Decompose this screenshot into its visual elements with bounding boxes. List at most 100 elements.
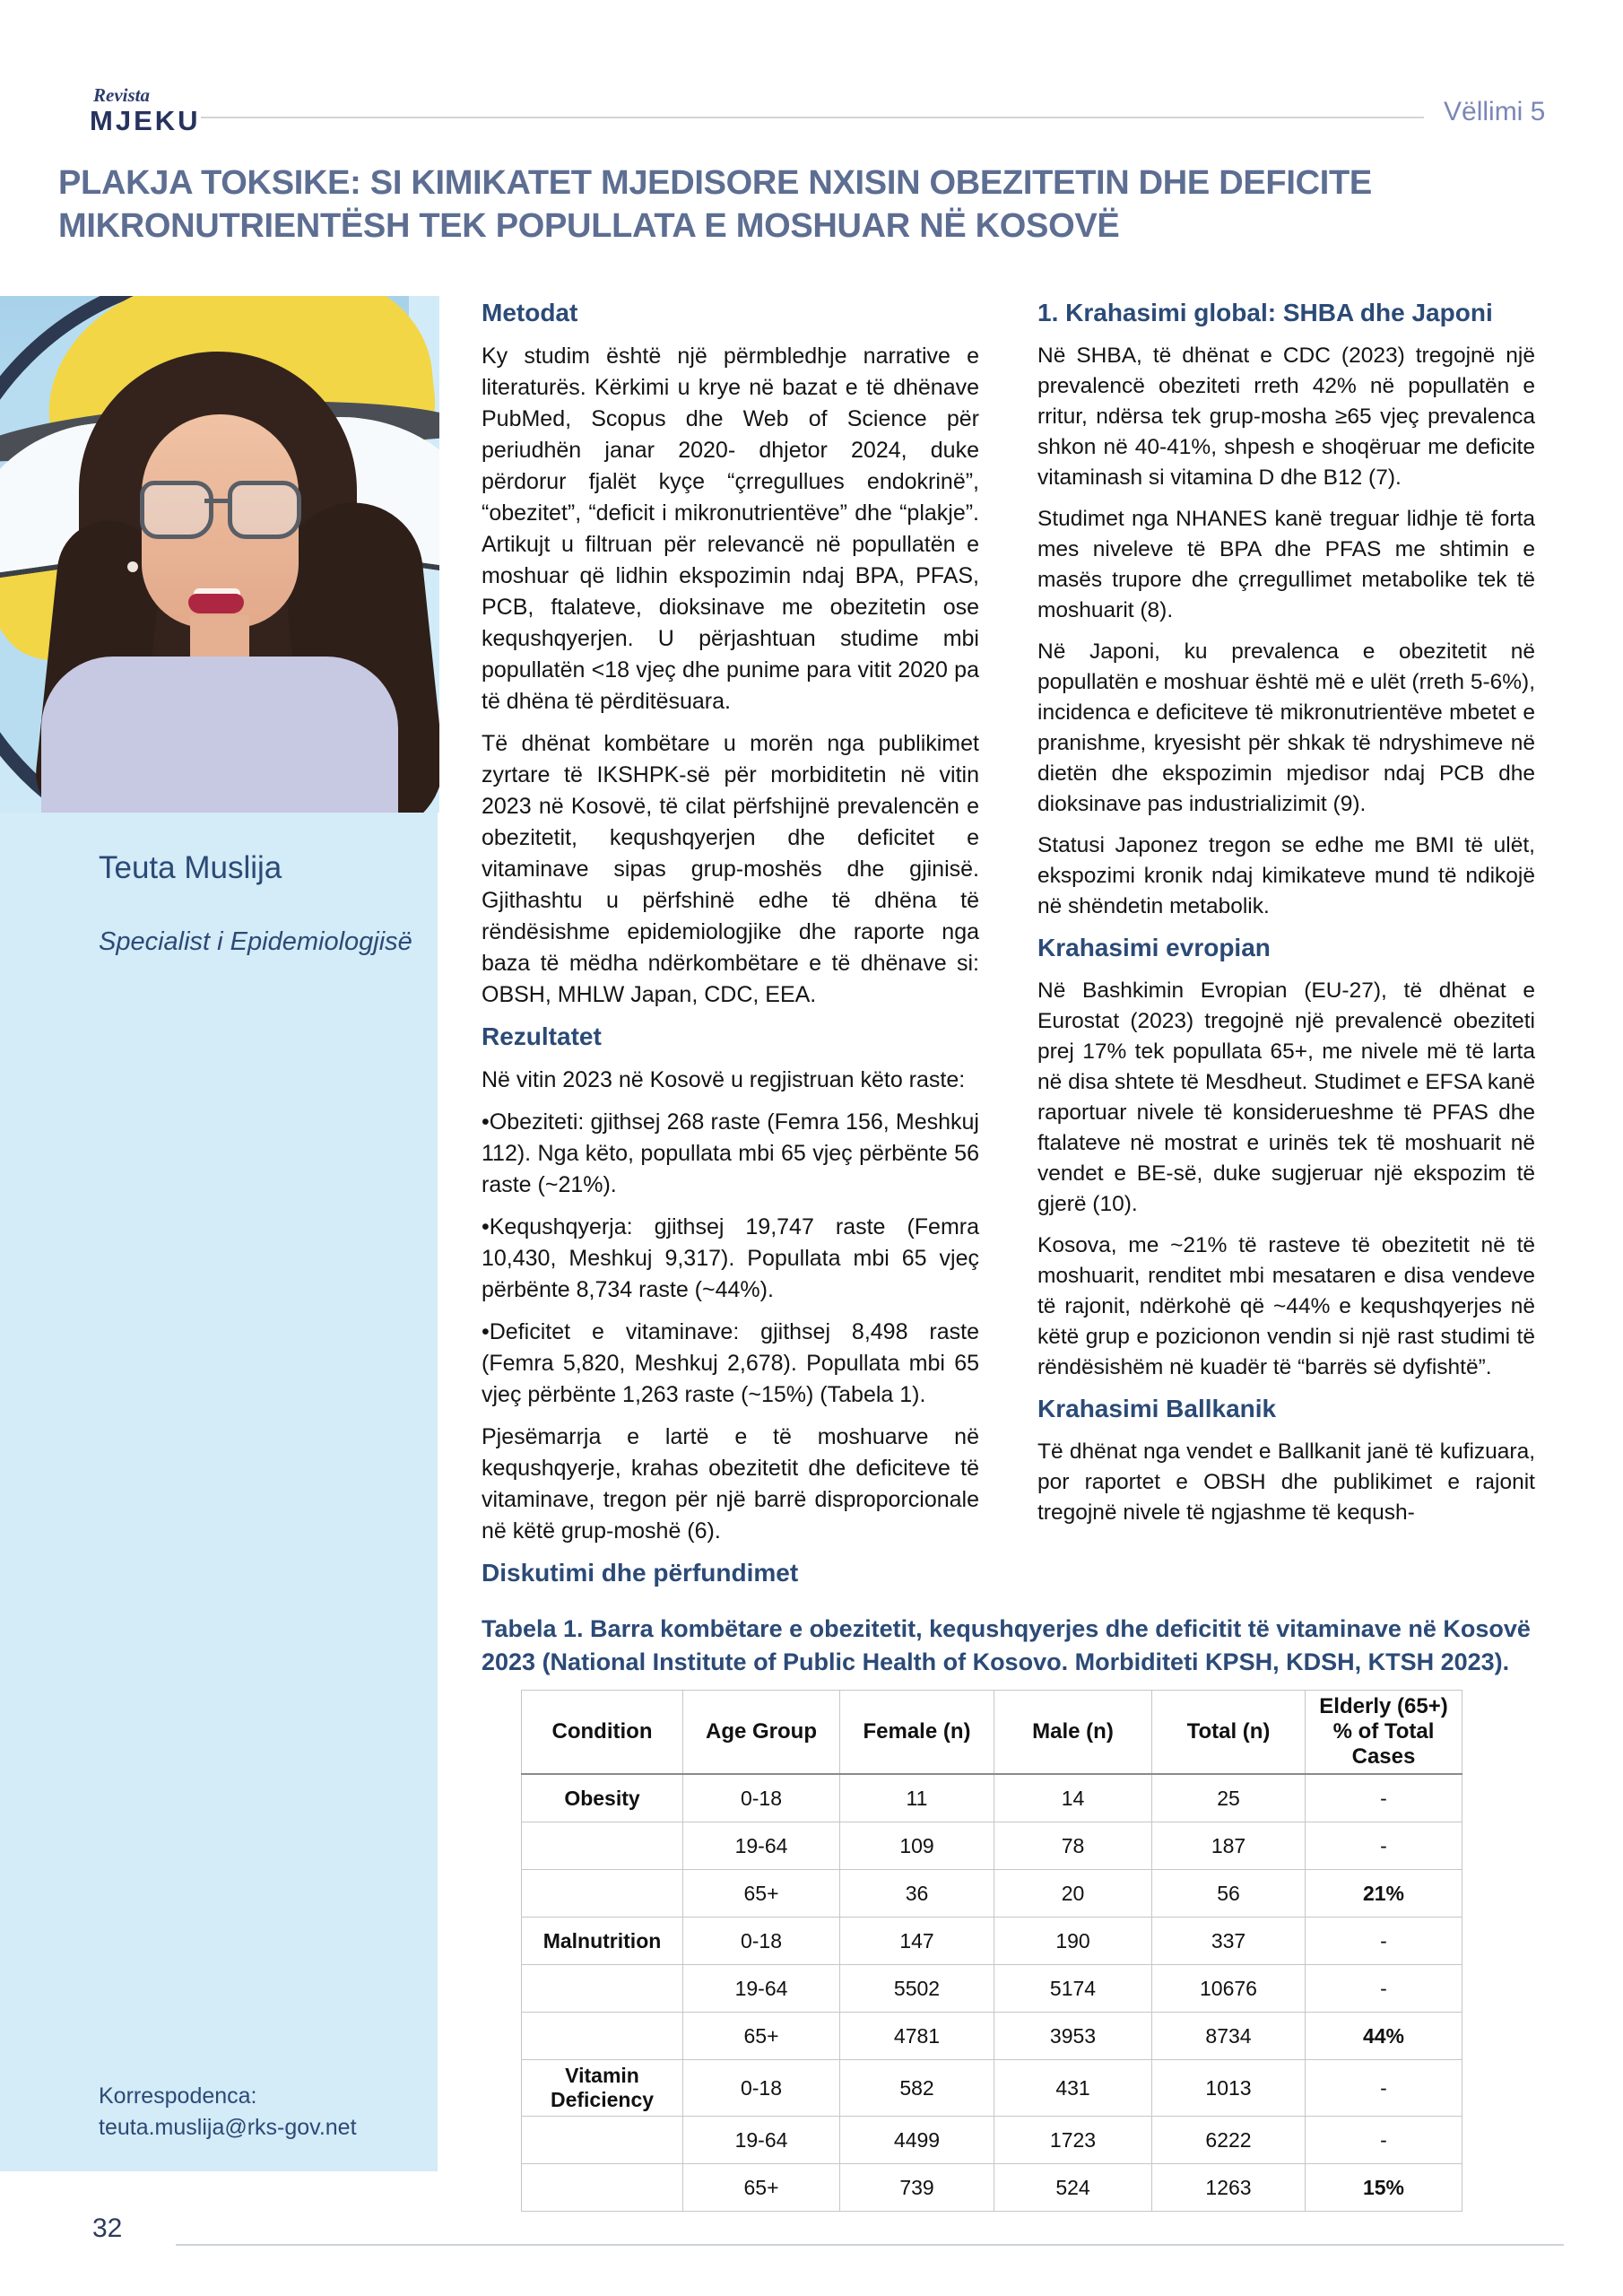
column-discussion: 1. Krahasimi global: SHBA dhe Japoni Në … bbox=[1037, 298, 1535, 1539]
portrait-blouse bbox=[41, 657, 398, 813]
portrait-earring bbox=[127, 561, 138, 572]
table-header-row: Condition Age Group Female (n) Male (n) Tota… bbox=[521, 1690, 1462, 1775]
table-header-cell: Male (n) bbox=[994, 1690, 1152, 1775]
table-row: 19-64 109 78 187- bbox=[521, 1822, 1462, 1870]
table-row: Malnutrition 0-18 147 190 337- bbox=[521, 1917, 1462, 1965]
section-heading-metodat: Metodat bbox=[482, 299, 578, 326]
table-cell: 10676 bbox=[1151, 1964, 1306, 2013]
table-cell: 187 bbox=[1151, 1822, 1306, 1870]
paragraph: Studimet nga NHANES kanë treguar lidhje … bbox=[1037, 507, 1535, 622]
paragraph: Në vitin 2023 në Kosovë u regjistruan kë… bbox=[482, 1067, 966, 1092]
table-cell: 78 bbox=[994, 1822, 1152, 1870]
author-role: Specialist i Epidemiologjisë bbox=[99, 927, 412, 956]
table-row: 19-64 5502 5174 10676- bbox=[521, 1964, 1462, 2013]
header-divider bbox=[201, 117, 1424, 118]
author-photo bbox=[0, 296, 439, 813]
table-cell: 44% bbox=[1305, 2012, 1462, 2060]
table-cell: 19-64 bbox=[682, 1964, 840, 2013]
journal-logo-small-text: Revista bbox=[93, 84, 150, 106]
journal-logo: Revista MJEKU bbox=[90, 86, 201, 135]
table-wrapper: Condition Age Group Female (n) Male (n) Tota… bbox=[521, 1690, 1462, 2212]
section-heading-rezultatet: Rezultatet bbox=[482, 1022, 602, 1050]
correspondence-email-link[interactable]: teuta.muslija@rks-gov.net bbox=[99, 2115, 357, 2140]
table-cell: - bbox=[1305, 1773, 1462, 1822]
table-cell: 431 bbox=[994, 2059, 1152, 2117]
table-cell: 147 bbox=[839, 1917, 994, 1965]
table-cell: 582 bbox=[839, 2059, 994, 2117]
table-cell: 739 bbox=[839, 2163, 994, 2212]
table-cell: Obesity bbox=[521, 1773, 683, 1822]
table-cell: 1263 bbox=[1151, 2163, 1306, 2212]
article-title: PLAKJA TOKSIKE: SI KIMIKATET MJEDISORE N… bbox=[58, 164, 1372, 245]
table-header-cell: Female (n) bbox=[839, 1690, 994, 1775]
table-cell: Vitamin Deficiency bbox=[521, 2059, 683, 2117]
table-header-cell: Total (n) bbox=[1151, 1690, 1306, 1775]
table-cell: 65+ bbox=[682, 2163, 840, 2212]
paragraph: Të dhënat nga vendet e Ballkanit janë të… bbox=[1037, 1439, 1535, 1525]
table-cell bbox=[521, 1822, 683, 1870]
table-header-cell: Elderly (65+) % of Total Cases bbox=[1305, 1690, 1462, 1775]
table-cell: 1723 bbox=[994, 2116, 1152, 2164]
table-cell: 65+ bbox=[682, 1869, 840, 1918]
table-cell: 3953 bbox=[994, 2012, 1152, 2060]
table-cell: 337 bbox=[1151, 1917, 1306, 1965]
table-cell: 15% bbox=[1305, 2163, 1462, 2212]
paragraph: Pjesëmarrja e lartë e të moshuarve në ke… bbox=[482, 1424, 979, 1544]
table-cell: 14 bbox=[994, 1773, 1152, 1822]
bullet-vitamin-deficiency: •Deficitet e vitaminave: gjithsej 8,498 … bbox=[482, 1319, 979, 1407]
paragraph: Të dhënat kombëtare u morën nga publikim… bbox=[482, 731, 979, 1007]
journal-logo-text: MJEKU bbox=[90, 105, 201, 136]
section-heading-krahasimi-global: 1. Krahasimi global: SHBA dhe Japoni bbox=[1037, 299, 1493, 326]
table-cell: 6222 bbox=[1151, 2116, 1306, 2164]
table-cell bbox=[521, 2012, 683, 2060]
table-cell: 0-18 bbox=[682, 2059, 840, 2117]
correspondence-block: Korrespodenca: teuta.muslija@rks-gov.net bbox=[99, 2081, 357, 2144]
table-row: 65+ 4781 3953 8734 44% bbox=[521, 2012, 1462, 2060]
table-row: Vitamin Deficiency 0-18 582 431 1013- bbox=[521, 2059, 1462, 2117]
glasses-bridge bbox=[204, 499, 228, 503]
table-row: 65+ 36 20 56 21% bbox=[521, 1869, 1462, 1918]
table-row: Obesity 0-18 11 14 25- bbox=[521, 1773, 1462, 1822]
section-heading-krahasimi-ballkanik: Krahasimi Ballkanik bbox=[1037, 1395, 1277, 1422]
table-header-cell: Condition bbox=[521, 1690, 683, 1775]
table-cell: - bbox=[1305, 2116, 1462, 2164]
table-cell: 1013 bbox=[1151, 2059, 1306, 2117]
paragraph: Statusi Japonez tregon se edhe me BMI të… bbox=[1037, 833, 1535, 918]
volume-label: Vëllimi 5 bbox=[1444, 97, 1546, 126]
table-header-cell: Age Group bbox=[682, 1690, 840, 1775]
table-cell: 21% bbox=[1305, 1869, 1462, 1918]
table-cell: 109 bbox=[839, 1822, 994, 1870]
table-cell: 11 bbox=[839, 1773, 994, 1822]
table-cell: 5174 bbox=[994, 1964, 1152, 2013]
table-cell: 65+ bbox=[682, 2012, 840, 2060]
table-cell bbox=[521, 1964, 683, 2013]
table-cell: 524 bbox=[994, 2163, 1152, 2212]
table-cell: - bbox=[1305, 1917, 1462, 1965]
table-cell: - bbox=[1305, 2059, 1462, 2117]
bullet-malnutrition: •Kequshqyerja: gjithsej 19,747 raste (Fe… bbox=[482, 1214, 979, 1302]
page-number: 32 bbox=[92, 2213, 123, 2243]
paragraph: Në SHBA, të dhënat e CDC (2023) tregojnë… bbox=[1037, 344, 1535, 490]
table-row: 19-64 4499 1723 6222- bbox=[521, 2116, 1462, 2164]
bullet-obesity: •Obeziteti: gjithsej 268 raste (Femra 15… bbox=[482, 1109, 979, 1197]
table-cell: 56 bbox=[1151, 1869, 1306, 1918]
paragraph: Në Bashkimin Evropian (EU-27), të dhënat… bbox=[1037, 978, 1535, 1216]
author-name: Teuta Muslija bbox=[99, 850, 282, 885]
table-cell: - bbox=[1305, 1822, 1462, 1870]
table-cell: 25 bbox=[1151, 1773, 1306, 1822]
table-cell: 20 bbox=[994, 1869, 1152, 1918]
section-heading-krahasimi-evropian: Krahasimi evropian bbox=[1037, 934, 1271, 961]
paragraph: Ky studim është një përmbledhje narrativ… bbox=[482, 344, 979, 714]
data-table: Condition Age Group Female (n) Male (n) Tota… bbox=[521, 1690, 1462, 2212]
glasses-left-lens bbox=[140, 481, 213, 539]
glasses-right-lens bbox=[228, 481, 301, 539]
table-cell: 8734 bbox=[1151, 2012, 1306, 2060]
table-cell: 36 bbox=[839, 1869, 994, 1918]
table-cell: 0-18 bbox=[682, 1773, 840, 1822]
table-cell: Malnutrition bbox=[521, 1917, 683, 1965]
table-cell: 19-64 bbox=[682, 1822, 840, 1870]
section-heading-diskutimi: Diskutimi dhe përfundimet bbox=[482, 1559, 799, 1587]
author-sidebar: Teuta Muslija Specialist i Epidemiologji… bbox=[0, 813, 438, 2171]
footer-divider bbox=[176, 2244, 1564, 2246]
table-caption: Tabela 1. Barra kombëtare e obezitetit, … bbox=[482, 1615, 1531, 1675]
